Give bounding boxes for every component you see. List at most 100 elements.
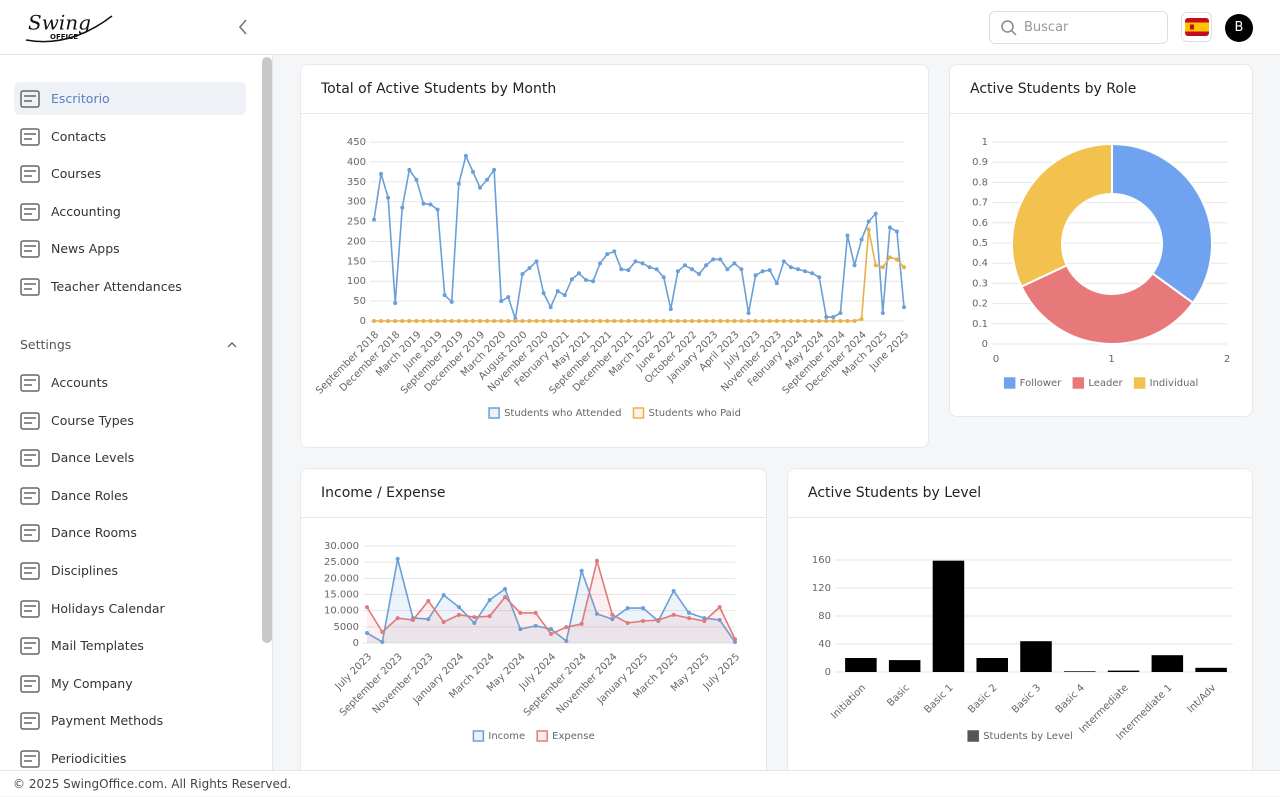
menu-item[interactable]: Accounting	[14, 195, 246, 228]
y-tick-label: 0.1	[972, 319, 988, 330]
point	[456, 181, 461, 186]
y-tick-label: 1	[982, 137, 988, 148]
point	[372, 319, 376, 323]
y-tick-label: 0.3	[972, 278, 988, 289]
point	[527, 319, 532, 323]
y-tick-label: 20.000	[324, 573, 359, 584]
point	[866, 227, 871, 232]
point	[435, 319, 440, 323]
y-tick-label: 0.7	[972, 198, 988, 209]
menu-item[interactable]: Dance Levels	[14, 441, 246, 474]
menu-item[interactable]: Course Types	[14, 404, 246, 437]
point	[733, 640, 737, 645]
legend-label: Individual	[1150, 378, 1199, 389]
collapse-button[interactable]	[236, 18, 250, 36]
menu-item[interactable]: Periodicities	[14, 742, 246, 770]
menu-item[interactable]: News Apps	[14, 232, 246, 265]
point	[817, 275, 822, 280]
y-tick-label: 160	[812, 555, 831, 566]
menu-item[interactable]: Disciplines	[14, 554, 246, 587]
legend-label: Leader	[1088, 378, 1123, 389]
menu-item[interactable]: Holidays Calendar	[14, 592, 246, 625]
chart: 0 0.1 0.2 0.3 0.4 0.5 0.6 0.7 0.8 0.9 1 0 1 2 Follower…	[972, 137, 1230, 389]
point	[379, 319, 384, 323]
point	[810, 319, 815, 323]
y-tick-label: 0.5	[972, 238, 988, 249]
point	[654, 319, 659, 323]
point	[598, 319, 603, 323]
point	[470, 169, 475, 174]
point	[457, 612, 461, 617]
legend-swatch	[1003, 377, 1016, 389]
legend: Income Expense	[472, 730, 595, 742]
menu-label: Dance Roles	[51, 487, 129, 503]
menu-item[interactable]: Mail Templates	[14, 629, 246, 662]
point	[612, 319, 617, 323]
x-tick-label: Basic 4	[1054, 682, 1087, 715]
point	[548, 319, 553, 323]
point	[671, 612, 676, 617]
point	[704, 319, 709, 323]
point	[426, 617, 431, 622]
menu-item[interactable]: Payment Methods	[14, 704, 246, 737]
x-tick-label: Basic 1	[922, 682, 955, 715]
x-tick-label: 0	[993, 354, 999, 365]
chart-card: Active Students by Level 0 40 80 120 160 Initi…	[787, 468, 1253, 770]
menu-item[interactable]: Teacher Attendances	[14, 270, 246, 303]
y-tick-label: 30.000	[324, 541, 359, 552]
y-tick-label: 0.2	[972, 299, 988, 310]
menu-item[interactable]: Dance Roles	[14, 479, 246, 512]
chart-card: Income / Expense 0 5000 10.000 15.000 20.000 2…	[300, 468, 767, 770]
point	[690, 267, 694, 272]
y-tick-label: 0	[825, 667, 831, 678]
point	[739, 319, 744, 323]
legend-label: Follower	[1020, 378, 1063, 389]
menu-item[interactable]: My Company	[14, 667, 246, 700]
menu-item[interactable]: Contacts	[14, 120, 246, 153]
point	[492, 319, 497, 323]
point	[725, 267, 730, 272]
menu-icon	[20, 599, 40, 618]
point	[365, 630, 369, 635]
point	[753, 319, 758, 323]
legend-swatch	[1133, 377, 1146, 389]
search-icon	[1001, 20, 1017, 36]
menu-item[interactable]: Dance Rooms	[14, 516, 246, 549]
menu-label: Escritorio	[51, 91, 110, 106]
point	[641, 606, 645, 611]
point	[534, 259, 539, 264]
point	[717, 605, 722, 610]
menu-label: Courses	[51, 166, 102, 182]
point	[641, 619, 645, 624]
language-button[interactable]	[1181, 12, 1212, 42]
legend-label: Students by Level	[983, 731, 1073, 742]
menu-item[interactable]: Accounts	[14, 366, 246, 399]
point	[503, 587, 507, 592]
point	[880, 311, 885, 316]
settings-header[interactable]: Settings	[20, 335, 240, 355]
point	[463, 153, 468, 158]
point	[633, 319, 638, 323]
point	[569, 319, 574, 323]
logo[interactable]: Swing OFFICE	[20, 4, 130, 54]
point	[866, 219, 871, 224]
point	[668, 307, 673, 312]
menu-item[interactable]: Escritorio	[14, 82, 246, 115]
logo-text: Swing	[28, 11, 91, 35]
point	[760, 269, 765, 274]
point	[379, 171, 384, 176]
avatar[interactable]: B	[1225, 14, 1253, 42]
point	[562, 319, 567, 323]
point	[428, 202, 433, 207]
flag-icon	[1185, 18, 1209, 36]
menu-icon	[20, 90, 40, 108]
point	[549, 631, 553, 636]
point	[845, 319, 850, 323]
search-box[interactable]: Buscar	[989, 11, 1168, 44]
scrollbar[interactable]	[262, 57, 272, 643]
point	[702, 619, 707, 624]
bar	[976, 658, 1008, 672]
menu-item[interactable]: Courses	[14, 157, 246, 190]
y-tick-label: 5000	[334, 622, 359, 633]
point	[824, 319, 829, 323]
